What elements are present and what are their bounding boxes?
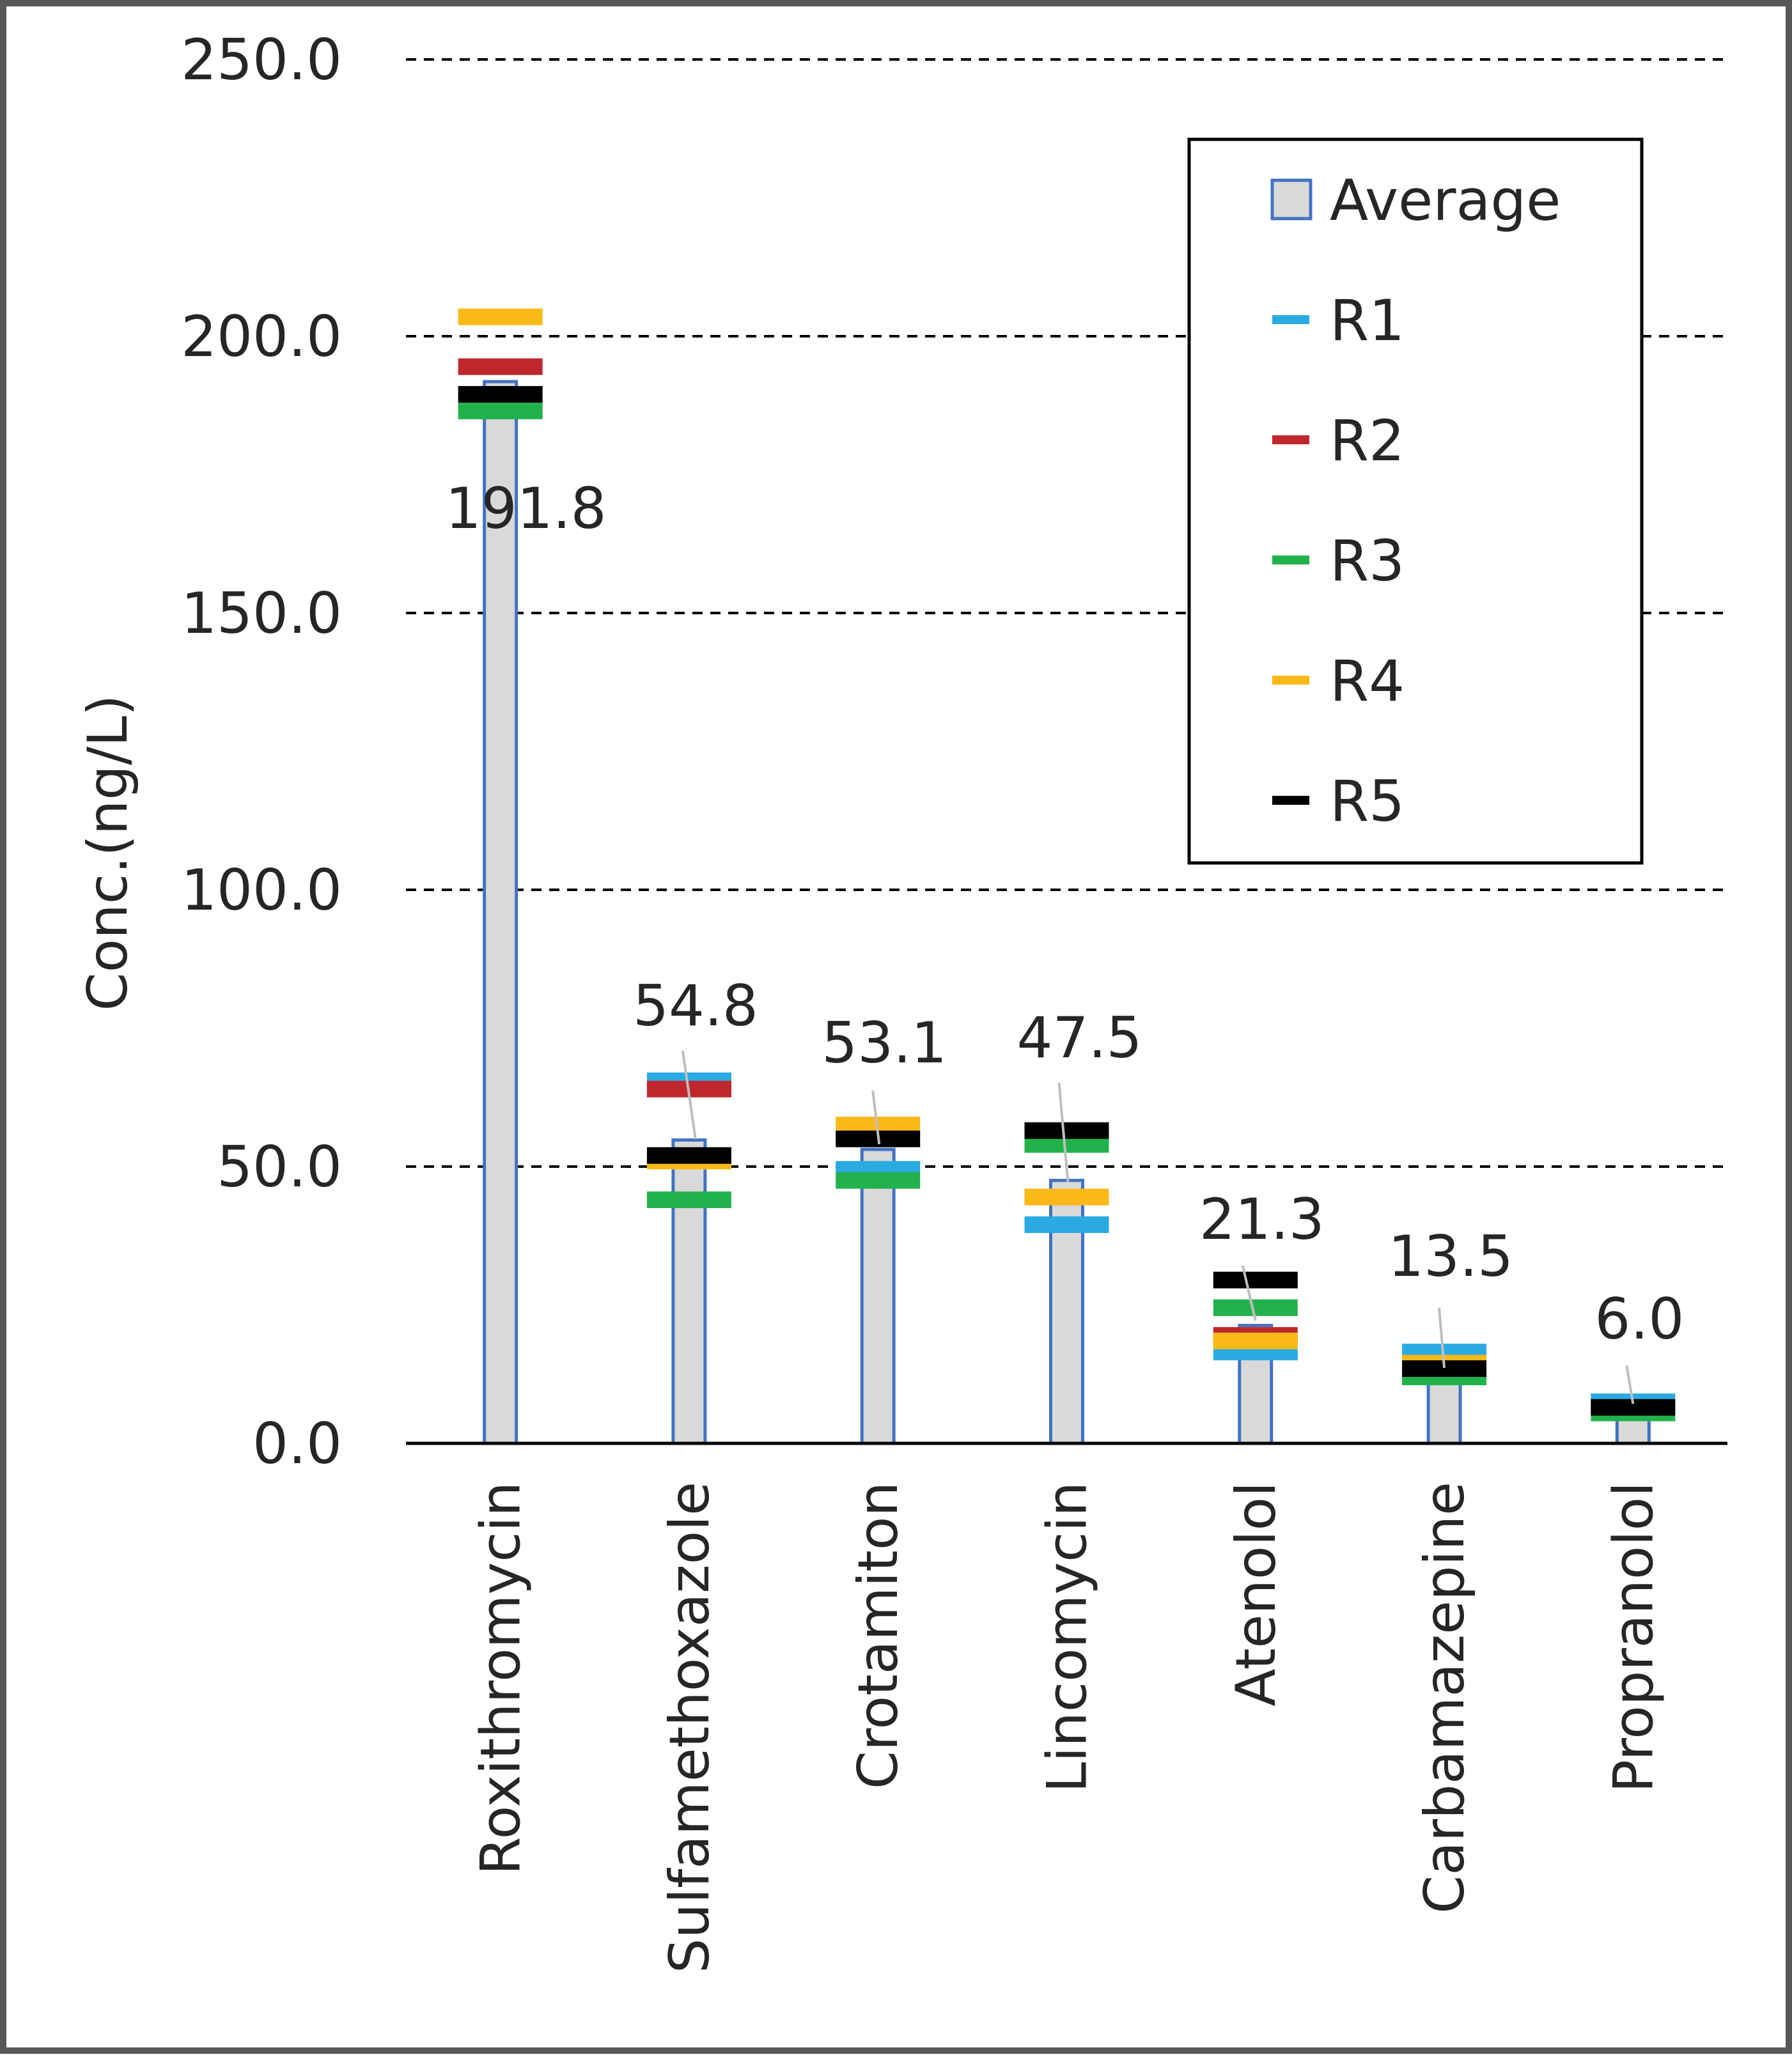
legend-box — [1187, 137, 1644, 865]
category-label: Atenolol — [1224, 1482, 1288, 1706]
legend-label-r1: R1 — [1330, 288, 1405, 353]
replicate-marker-r3 — [836, 1172, 921, 1189]
replicate-marker-r4 — [458, 308, 543, 325]
data-label: 6.0 — [1594, 1286, 1684, 1352]
legend: Average R1 R2 R3 R4 R5 — [1187, 137, 1644, 865]
replicate-marker-r2 — [458, 358, 543, 375]
replicate-marker-r4 — [1213, 1332, 1298, 1349]
data-label-leader — [1625, 1365, 1635, 1404]
category-label: Carbamazepine — [1413, 1482, 1477, 1914]
replicate-marker-r5 — [1024, 1122, 1109, 1139]
data-label-leader — [681, 1050, 697, 1140]
average-bar — [483, 380, 518, 1445]
legend-label-r2: R2 — [1330, 408, 1405, 474]
y-tick-label: 200.0 — [181, 304, 342, 369]
grid-layer: 0.0 50.0 100.0 150.0 200.0 250.0 — [181, 27, 1727, 1477]
legend-swatch-r2 — [1272, 435, 1309, 444]
average-bar — [671, 1138, 707, 1445]
data-label-leader — [871, 1090, 881, 1145]
replicate-marker-r5 — [458, 385, 543, 403]
data-label-leader — [1438, 1307, 1446, 1369]
legend-label-r4: R4 — [1330, 648, 1405, 714]
data-label: 53.1 — [822, 1010, 947, 1076]
category-label: Propranolol — [1601, 1482, 1665, 1793]
y-axis-title: Conc.(ng/L) — [76, 695, 140, 1011]
data-label: 21.3 — [1199, 1186, 1325, 1252]
category-label: Roxithromycin — [469, 1482, 533, 1875]
legend-swatch-r1 — [1272, 315, 1309, 324]
replicate-marker-r3 — [646, 1191, 731, 1208]
data-label: 54.8 — [633, 973, 758, 1039]
marker-layer — [458, 308, 1676, 1422]
category-label: Sulfamethoxazole — [658, 1482, 722, 1973]
data-label: 47.5 — [1017, 1005, 1142, 1071]
replicate-marker-r5 — [1213, 1271, 1298, 1289]
category-label: Crotamiton — [846, 1482, 910, 1789]
replicate-marker-r5 — [646, 1147, 731, 1164]
replicate-marker-r3 — [1213, 1299, 1298, 1316]
legend-label-average: Average — [1330, 167, 1561, 233]
y-tick-label: 100.0 — [181, 857, 342, 923]
legend-label-r5: R5 — [1330, 768, 1405, 834]
category-label: Lincomycin — [1036, 1482, 1100, 1793]
legend-label-r3: R3 — [1330, 528, 1405, 594]
label-layer: Roxithromycin Sulfamethoxazole Crotamiton L… — [446, 476, 1685, 1973]
replicate-marker-r1 — [1024, 1216, 1109, 1233]
data-label: 13.5 — [1388, 1223, 1513, 1289]
legend-swatch-r5 — [1272, 796, 1309, 805]
legend-swatch-r4 — [1272, 676, 1309, 685]
legend-swatch-r3 — [1272, 555, 1309, 564]
replicate-marker-r4 — [1024, 1188, 1109, 1206]
data-label-leader — [1241, 1265, 1257, 1321]
average-bar — [860, 1147, 896, 1445]
y-tick-label: 50.0 — [217, 1134, 342, 1200]
y-tick-label: 250.0 — [181, 27, 342, 93]
legend-swatch-average — [1270, 178, 1313, 221]
y-tick-label: 0.0 — [253, 1411, 342, 1477]
data-label: 191.8 — [446, 476, 607, 541]
y-tick-label: 150.0 — [181, 580, 342, 646]
data-label-leader — [1057, 1082, 1070, 1183]
replicate-marker-r3 — [458, 402, 543, 419]
